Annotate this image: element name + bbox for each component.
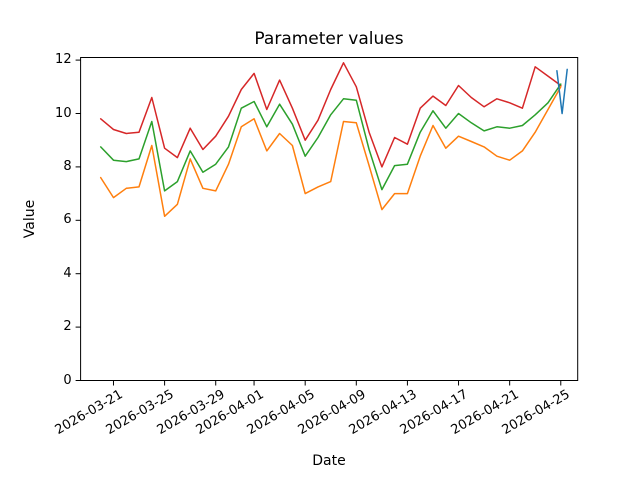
y-tick-label: 8 bbox=[63, 158, 72, 174]
y-tick-label: 12 bbox=[55, 52, 72, 68]
y-tick-label: 4 bbox=[63, 265, 72, 281]
series-green bbox=[99, 83, 562, 192]
y-tick-label: 10 bbox=[55, 105, 72, 121]
x-axis-label: Date bbox=[312, 453, 346, 469]
series-orange bbox=[99, 86, 562, 218]
y-tick-label: 0 bbox=[63, 372, 72, 388]
series-red bbox=[99, 62, 562, 168]
y-tick-label: 6 bbox=[63, 212, 72, 228]
plot-frame bbox=[80, 57, 579, 381]
chart-title: Parameter values bbox=[254, 29, 404, 49]
series-blue bbox=[556, 68, 568, 115]
y-tick-label: 2 bbox=[63, 319, 72, 335]
